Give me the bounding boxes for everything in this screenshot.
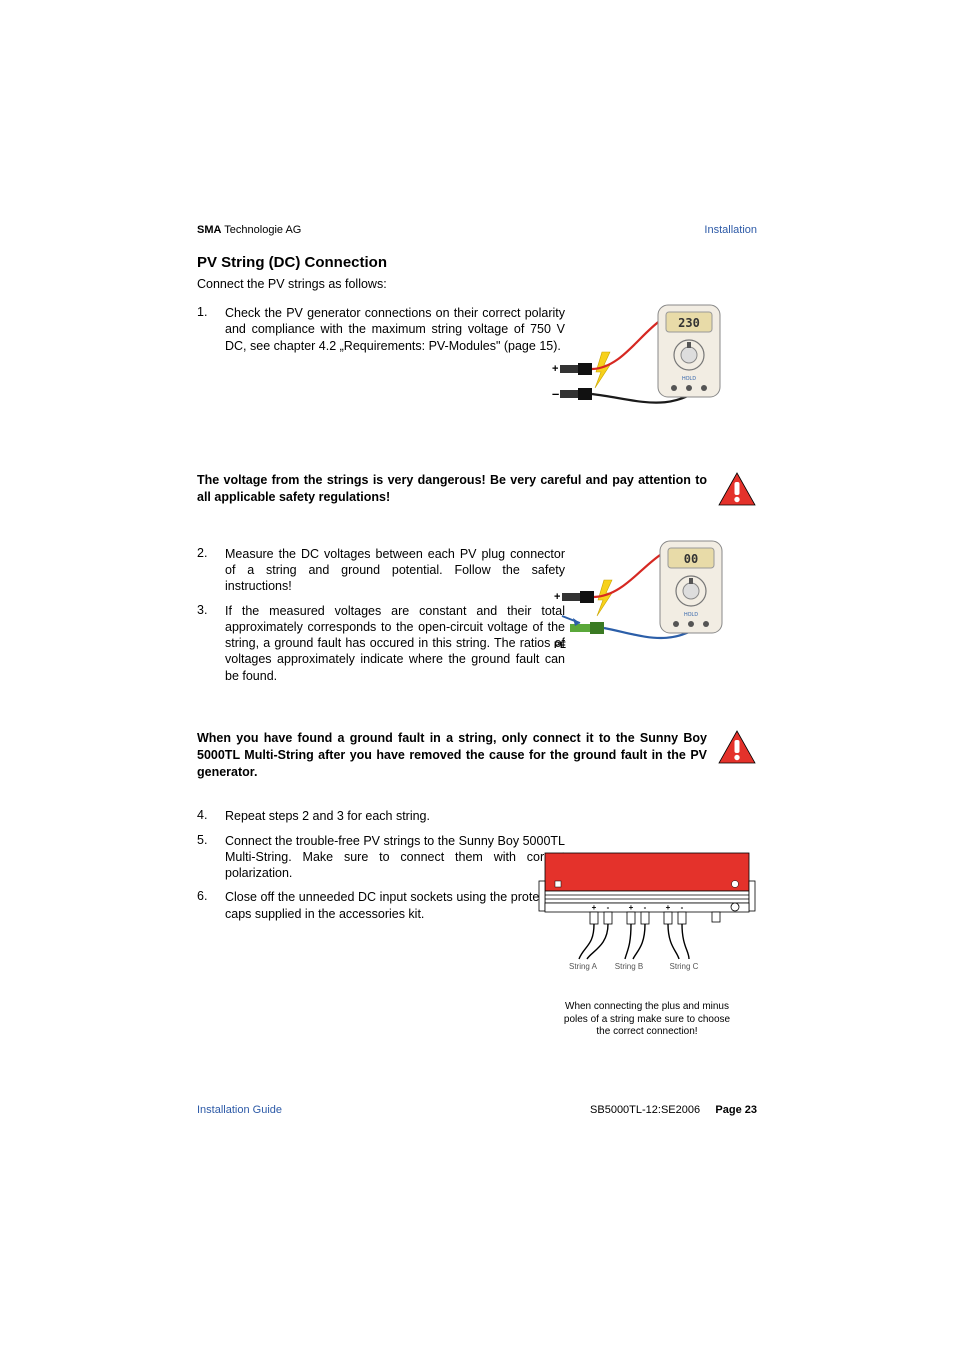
warning-triangle-icon — [717, 730, 757, 766]
footer-right: SB5000TL-12:SE2006 Page 23 — [590, 1104, 757, 1116]
minus-label: - — [681, 903, 684, 912]
minus-label: - — [607, 903, 610, 912]
step-number: 1. — [197, 305, 225, 319]
meter-display: 00 — [684, 552, 698, 566]
figure-3-caption: When connecting the plus and minus poles… — [537, 1001, 757, 1039]
figure-3-inverter-strings: + - + - + - String A String B String C W… — [537, 851, 757, 986]
plus-label: + — [554, 591, 560, 603]
step-number: 3. — [197, 603, 225, 617]
minus-label: - — [644, 903, 647, 912]
plus-label: + — [629, 903, 634, 912]
plus-label: + — [592, 903, 597, 912]
string-a-label: String A — [569, 962, 598, 971]
header-company: SMA Technologie AG — [197, 224, 301, 236]
figure-1-multimeter: + – 230 HOLD — [540, 300, 755, 420]
page-header: SMA Technologie AG Installation — [197, 224, 757, 236]
string-c-label: String C — [670, 962, 699, 971]
page-footer: Installation Guide SB5000TL-12:SE2006 Pa… — [197, 1104, 757, 1116]
step-number: 2. — [197, 546, 225, 560]
company-bold: SMA — [197, 224, 221, 236]
plus-label: + — [552, 363, 558, 375]
footer-doc: SB5000TL-12:SE2006 — [590, 1104, 700, 1116]
pe-label: PE — [554, 640, 566, 650]
step-number: 5. — [197, 833, 225, 847]
caption-line: the correct connection! — [596, 1026, 697, 1037]
step-text: Measure the DC voltages between each PV … — [225, 546, 565, 595]
step-text: Close off the unneeded DC input sockets … — [225, 889, 565, 922]
caption-line: poles of a string make sure to choose — [564, 1014, 730, 1025]
step-text: Connect the trouble-free PV strings to t… — [225, 833, 565, 882]
figure-2-multimeter-pe: + PE 00 HOLD — [540, 538, 755, 658]
meter-display: 230 — [678, 316, 700, 330]
warning-text: The voltage from the strings is very dan… — [197, 472, 707, 506]
step-text: Check the PV generator connections on th… — [225, 305, 565, 354]
plus-label: + — [666, 903, 671, 912]
step-4: 4. Repeat steps 2 and 3 for each string. — [197, 808, 757, 824]
minus-label: – — [552, 386, 559, 401]
header-section: Installation — [704, 224, 757, 236]
step-number: 6. — [197, 889, 225, 903]
warning-text: When you have found a ground fault in a … — [197, 730, 707, 781]
warning-1: The voltage from the strings is very dan… — [197, 472, 757, 508]
footer-page: Page 23 — [715, 1104, 757, 1116]
warning-triangle-icon — [717, 472, 757, 508]
company-rest: Technologie AG — [221, 224, 301, 236]
string-b-label: String B — [615, 962, 643, 971]
intro-text: Connect the PV strings as follows: — [197, 277, 757, 291]
warning-2: When you have found a ground fault in a … — [197, 730, 757, 781]
step-text: Repeat steps 2 and 3 for each string. — [225, 808, 565, 824]
hold-btn: HOLD — [684, 612, 698, 618]
footer-left: Installation Guide — [197, 1104, 282, 1116]
section-title: PV String (DC) Connection — [197, 254, 757, 271]
caption-line: When connecting the plus and minus — [565, 1001, 729, 1012]
hold-btn: HOLD — [682, 376, 696, 382]
step-text: If the measured voltages are constant an… — [225, 603, 565, 684]
step-number: 4. — [197, 808, 225, 822]
